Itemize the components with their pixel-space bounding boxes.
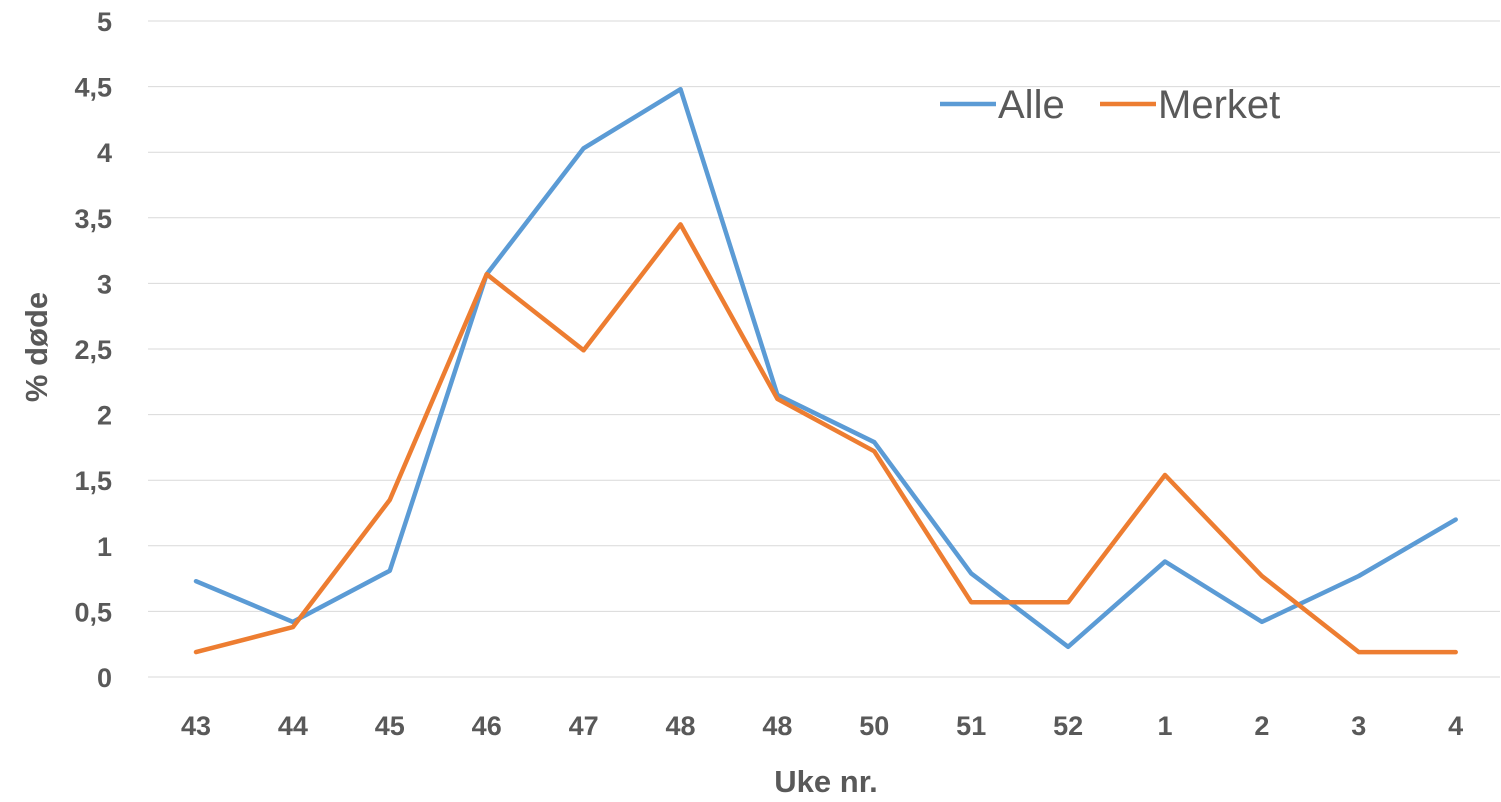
y-tick-label: 3	[97, 269, 112, 299]
x-tick-label: 4	[1448, 711, 1463, 741]
y-axis-title: % døde	[19, 292, 54, 402]
y-tick-label: 2,5	[74, 335, 112, 365]
y-tick-label: 1,5	[74, 466, 112, 496]
y-tick-label: 1	[97, 532, 112, 562]
y-tick-label: 2	[97, 401, 112, 431]
y-tick-label: 0	[97, 663, 112, 693]
x-tick-label: 48	[665, 711, 695, 741]
x-tick-label: 43	[181, 711, 211, 741]
y-tick-label: 3,5	[74, 204, 112, 234]
series-line-alle	[193, 86, 1458, 650]
x-tick-label: 51	[956, 711, 986, 741]
y-tick-label: 4,5	[74, 73, 112, 103]
x-axis-title: Uke nr.	[774, 764, 877, 799]
y-axis-tick-labels: 0 0,5 1 1,5 2 2,5 3 3,5 4 4,5 5	[74, 7, 112, 693]
x-tick-label: 47	[569, 711, 599, 741]
y-tick-label: 0,5	[74, 597, 112, 627]
x-tick-label: 46	[472, 711, 502, 741]
x-axis-tick-labels: 43 44 45 46 47 48 48 50 51 52 1 2 3 4	[181, 711, 1463, 741]
x-tick-label: 50	[859, 711, 889, 741]
legend-label-alle: Alle	[998, 83, 1065, 127]
series-lines	[193, 86, 1458, 655]
x-tick-label: 45	[375, 711, 405, 741]
x-tick-label: 48	[762, 711, 792, 741]
series-line-merket	[193, 222, 1458, 655]
x-tick-label: 44	[278, 711, 308, 741]
x-tick-label: 2	[1254, 711, 1269, 741]
legend: Alle Merket	[940, 83, 1280, 127]
x-tick-label: 52	[1053, 711, 1083, 741]
gridlines	[148, 20, 1500, 678]
legend-label-merket: Merket	[1158, 83, 1280, 127]
y-tick-label: 4	[97, 138, 112, 168]
y-tick-label: 5	[97, 7, 112, 37]
x-tick-label: 3	[1351, 711, 1366, 741]
x-tick-label: 1	[1157, 711, 1172, 741]
